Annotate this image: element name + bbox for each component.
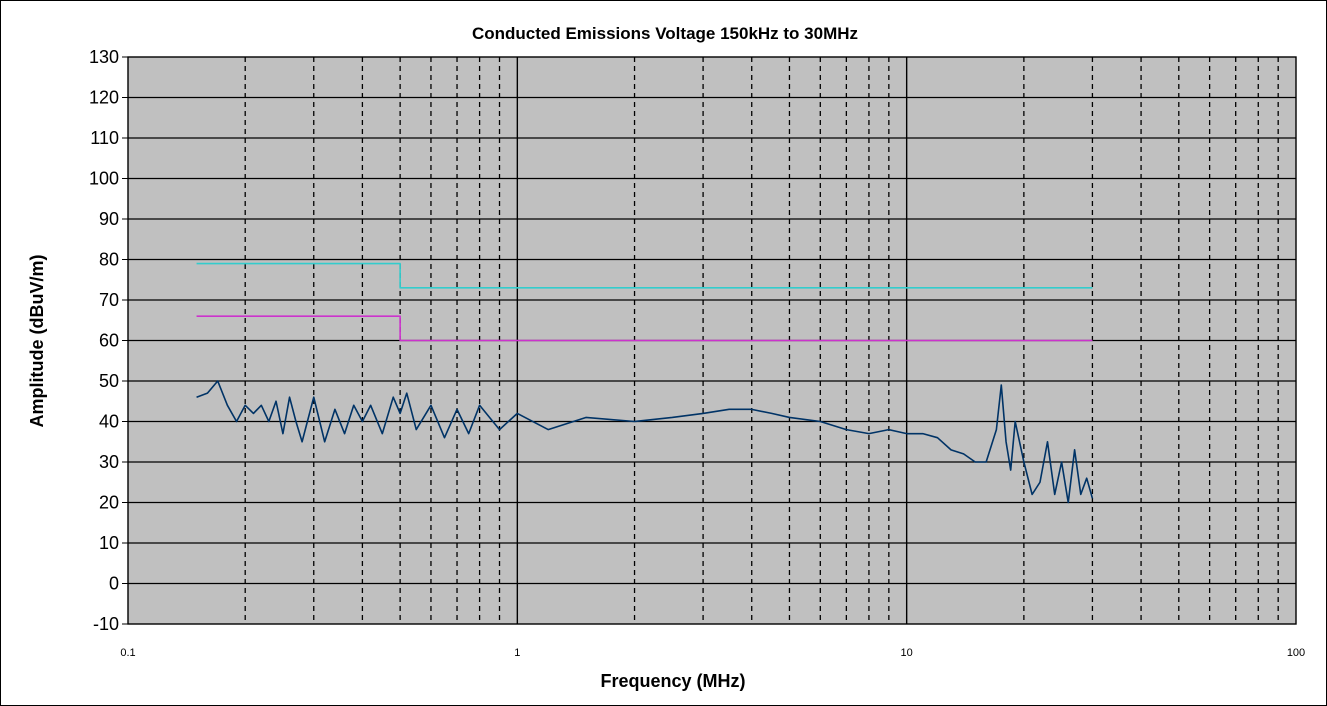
x-tick-label: 1 — [514, 647, 520, 659]
y-axis-label: Amplitude (dBuV/m) — [27, 255, 47, 428]
y-tick-label: 70 — [99, 290, 119, 310]
series-line-1 — [196, 262, 1093, 289]
y-tick-label: 110 — [90, 128, 119, 148]
y-tick-label: 0 — [109, 574, 119, 594]
y-tick-label: 20 — [99, 493, 119, 513]
chart-title: Conducted Emissions Voltage 150kHz to 30… — [472, 24, 858, 43]
series-line-2 — [196, 315, 1093, 342]
x-tick-label: 10 — [901, 647, 913, 659]
x-axis-label: Frequency (MHz) — [600, 671, 745, 691]
y-tick-label: 120 — [89, 88, 119, 108]
y-tick-label: 100 — [89, 169, 119, 189]
y-tick-label: 80 — [99, 250, 119, 270]
series-line-3 — [196, 380, 1094, 504]
y-tick-label: 30 — [99, 452, 119, 472]
y-tick-label: 40 — [99, 412, 119, 432]
y-tick-label: 50 — [99, 371, 119, 391]
y-tick-label: 10 — [99, 533, 119, 553]
plot-border — [127, 56, 1297, 625]
y-tick-label: 60 — [99, 331, 119, 351]
y-tick-label: 90 — [99, 209, 119, 229]
x-tick-label: 100 — [1287, 647, 1305, 659]
y-tick-label: 130 — [89, 47, 119, 67]
y-tick-label: -10 — [93, 614, 119, 634]
x-tick-label: 0.1 — [120, 647, 135, 659]
